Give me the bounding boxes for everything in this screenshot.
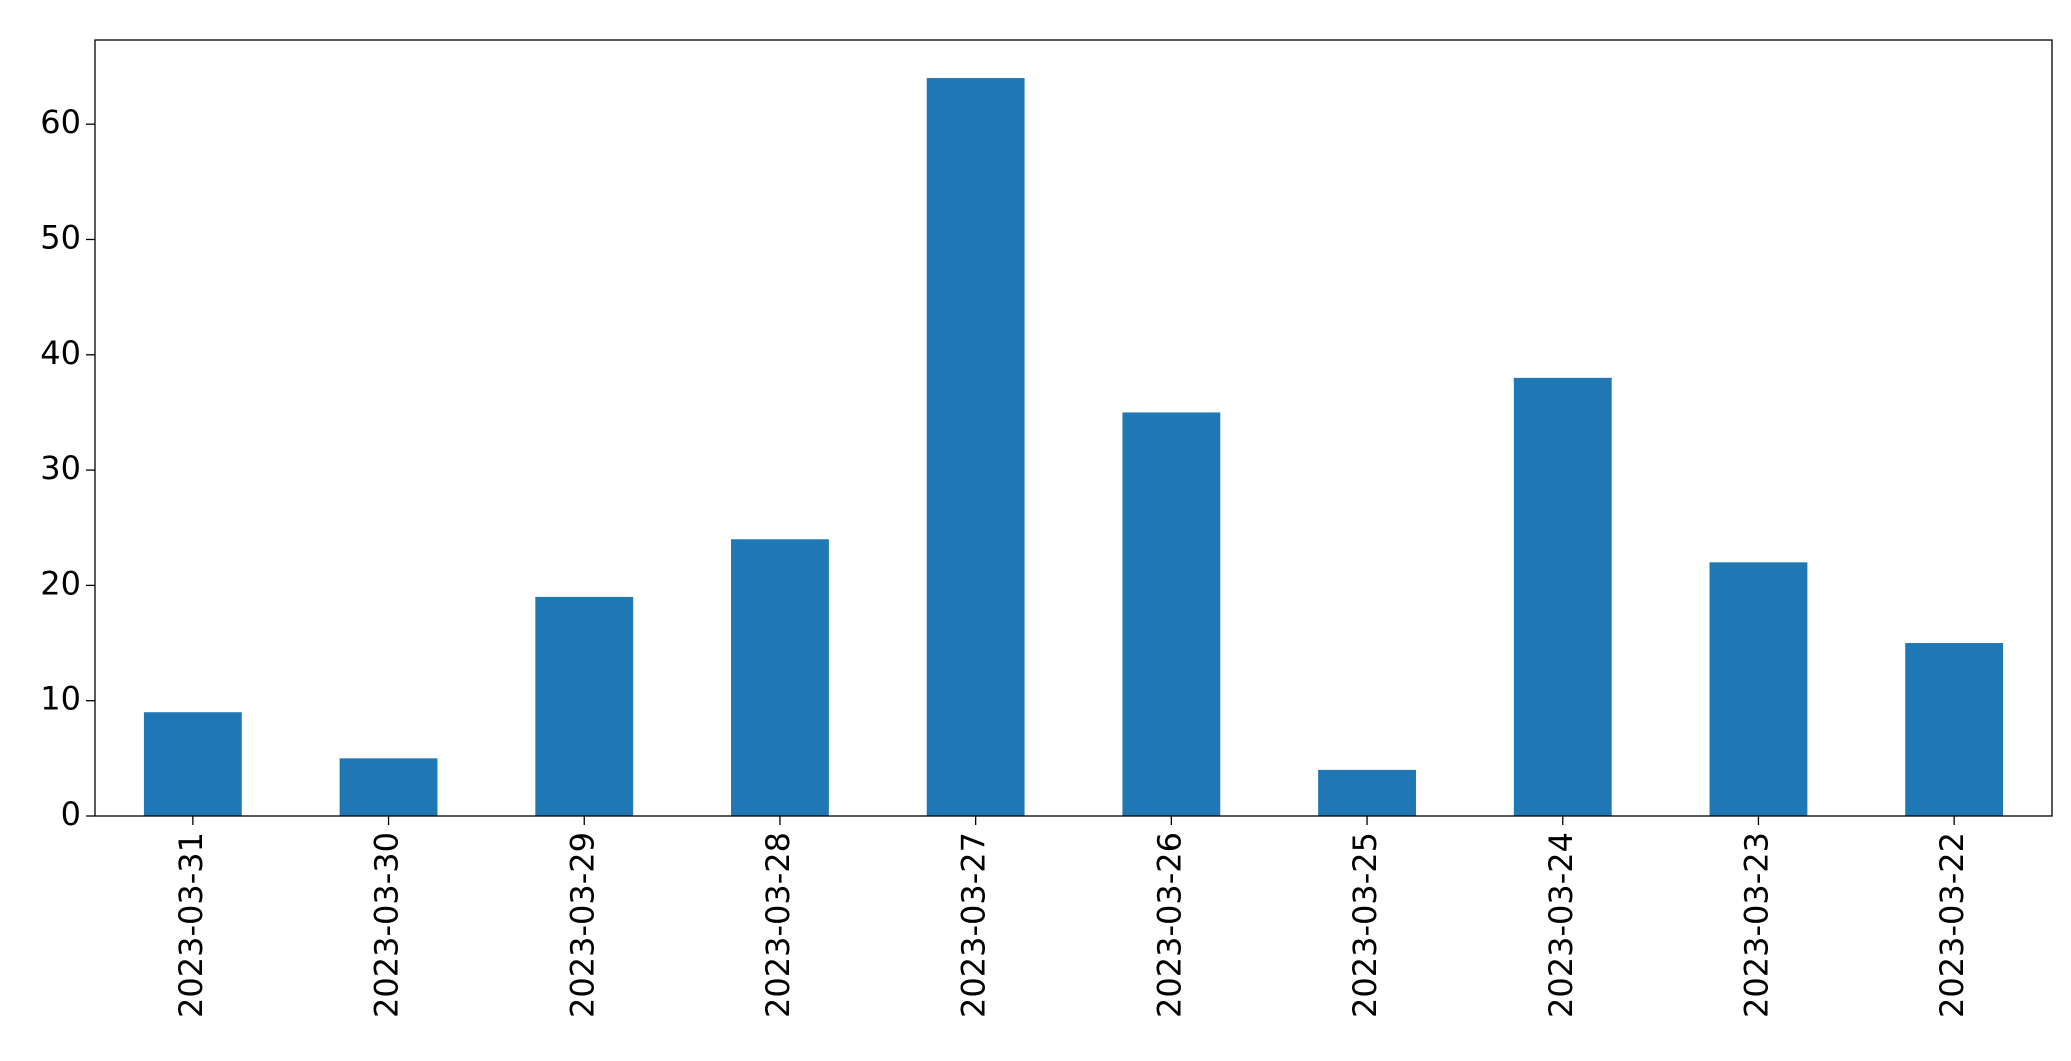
y-tick-label: 50 [40, 218, 81, 256]
plot-frame [94, 39, 2053, 817]
bar [926, 78, 1025, 816]
x-tick-label: 2023-03-26 [1150, 832, 1188, 1018]
y-tick-label: 0 [61, 795, 81, 833]
bar [731, 539, 829, 816]
x-tick-label: 2023-03-25 [1346, 832, 1384, 1018]
x-tick-label: 2023-03-30 [368, 832, 406, 1018]
x-tick-label: 2023-03-24 [1542, 832, 1580, 1018]
x-tick-label: 2023-03-27 [955, 832, 993, 1018]
x-tick-label: 2023-03-23 [1737, 832, 1775, 1018]
bar [1318, 769, 1416, 816]
bar [339, 758, 438, 816]
bar [1122, 412, 1221, 816]
y-tick-label: 40 [40, 334, 81, 372]
x-tick-label: 2023-03-28 [759, 832, 797, 1018]
y-tick-label: 10 [40, 680, 81, 718]
x-tick-label: 2023-03-22 [1933, 832, 1971, 1018]
bar [143, 712, 242, 816]
bar [1513, 377, 1612, 816]
y-tick-label: 60 [40, 103, 81, 141]
bar [535, 596, 634, 816]
bar [1905, 643, 2004, 816]
y-tick-label: 20 [40, 564, 81, 602]
x-tick-label: 2023-03-31 [172, 832, 210, 1018]
bar [1709, 562, 1808, 816]
y-tick-label: 30 [40, 449, 81, 487]
x-tick-label: 2023-03-29 [563, 832, 601, 1018]
